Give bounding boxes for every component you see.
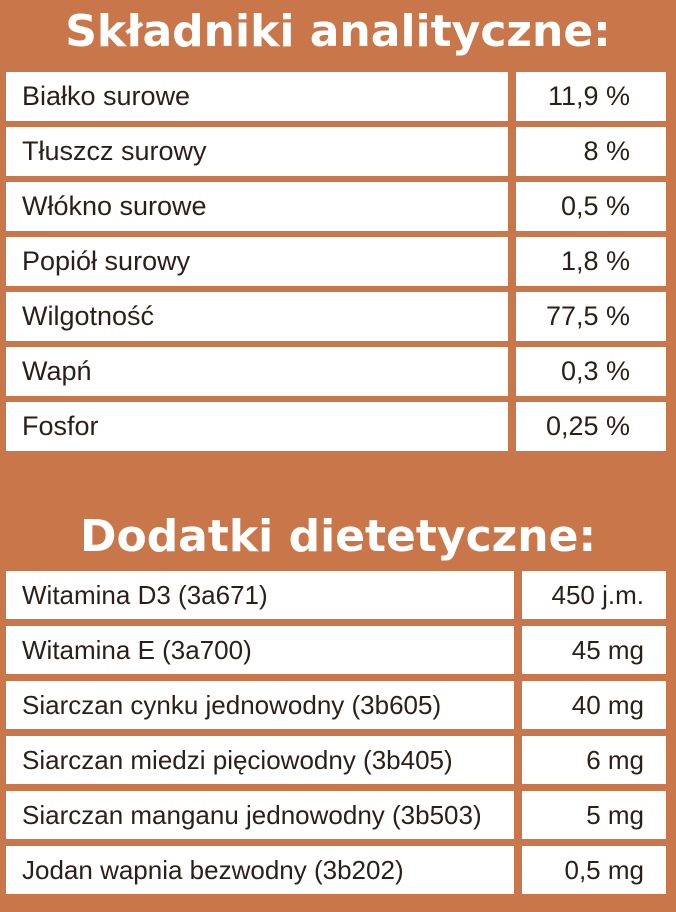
table-row: Włókno surowe 0,5 % (6, 182, 666, 231)
table-row: Fosfor 0,25 % (6, 402, 666, 451)
row-value: 0,25 % (516, 402, 666, 451)
row-value: 5 mg (522, 791, 666, 839)
row-value: 6 mg (522, 736, 666, 784)
table-row: Siarczan manganu jednowodny (3b503) 5 mg (6, 791, 666, 839)
table-row: Jodan wapnia bezwodny (3b202) 0,5 mg (6, 846, 666, 894)
row-name: Siarczan manganu jednowodny (3b503) (6, 791, 514, 839)
row-name: Fosfor (6, 402, 508, 451)
row-value: 45 mg (522, 626, 666, 674)
row-name: Wapń (6, 347, 508, 396)
row-name: Popiół surowy (6, 237, 508, 286)
row-value: 0,3 % (516, 347, 666, 396)
table-row: Witamina D3 (3a671) 450 j.m. (6, 571, 666, 619)
row-value: 0,5 % (516, 182, 666, 231)
row-name: Wilgotność (6, 292, 508, 341)
table-row: Tłuszcz surowy 8 % (6, 127, 666, 176)
table-row: Białko surowe 11,9 % (6, 72, 666, 121)
row-value: 0,5 mg (522, 846, 666, 894)
table-row: Siarczan miedzi pięciowodny (3b405) 6 mg (6, 736, 666, 784)
row-value: 77,5 % (516, 292, 666, 341)
row-name: Jodan wapnia bezwodny (3b202) (6, 846, 514, 894)
dietary-additives-table: Witamina D3 (3a671) 450 j.m. Witamina E (… (6, 571, 666, 901)
analytical-components-table: Białko surowe 11,9 % Tłuszcz surowy 8 % Wł… (6, 72, 666, 457)
row-name: Witamina E (3a700) (6, 626, 514, 674)
row-value: 11,9 % (516, 72, 666, 121)
row-value: 40 mg (522, 681, 666, 729)
row-value: 1,8 % (516, 237, 666, 286)
row-value: 450 j.m. (522, 571, 666, 619)
row-name: Witamina D3 (3a671) (6, 571, 514, 619)
table-row: Wilgotność 77,5 % (6, 292, 666, 341)
row-name: Białko surowe (6, 72, 508, 121)
table-row: Popiół surowy 1,8 % (6, 237, 666, 286)
row-value: 8 % (516, 127, 666, 176)
table-row: Wapń 0,3 % (6, 347, 666, 396)
row-name: Siarczan cynku jednowodny (3b605) (6, 681, 514, 729)
row-name: Włókno surowe (6, 182, 508, 231)
table-row: Witamina E (3a700) 45 mg (6, 626, 666, 674)
analytical-components-title: Składniki analityczne: (65, 6, 611, 57)
dietary-additives-title: Dodatki dietetyczne: (79, 511, 597, 562)
table-row: Siarczan cynku jednowodny (3b605) 40 mg (6, 681, 666, 729)
row-name: Siarczan miedzi pięciowodny (3b405) (6, 736, 514, 784)
row-name: Tłuszcz surowy (6, 127, 508, 176)
